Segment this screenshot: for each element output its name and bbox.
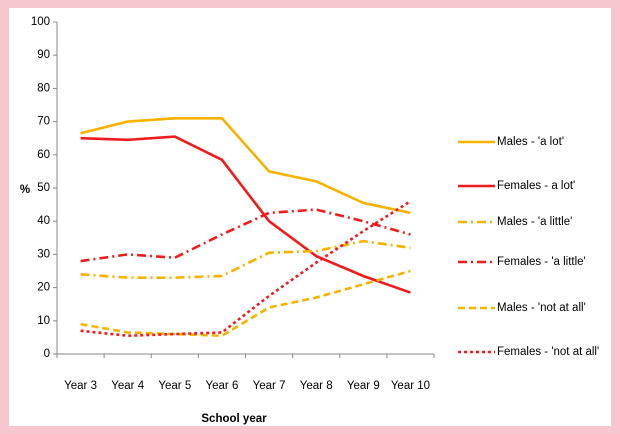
- legend-label: Males - 'a lot': [497, 136, 564, 148]
- y-tick-label: 50: [37, 182, 50, 194]
- x-tick-label: Year 8: [300, 380, 333, 392]
- x-tick-label: Year 5: [158, 380, 191, 392]
- y-tick-label: 10: [37, 315, 50, 327]
- y-tick-label: 100: [31, 16, 50, 28]
- x-tick-label: Year 9: [347, 380, 380, 392]
- series-line: [80, 208, 411, 263]
- y-tick-label: 90: [37, 49, 50, 61]
- y-tick-label: 80: [37, 82, 50, 94]
- series-line: [80, 269, 411, 338]
- x-tick-label: Year 4: [111, 380, 144, 392]
- series-line: [80, 135, 411, 294]
- y-tick-label: 0: [44, 348, 50, 360]
- y-tick-label: 30: [37, 248, 50, 260]
- y-axis-label: %: [20, 184, 30, 196]
- series-line: [80, 200, 412, 338]
- x-axis-label: School year: [201, 413, 267, 425]
- legend-label: Males - 'not at all': [497, 302, 586, 314]
- legend-label: Females - 'a little': [497, 256, 586, 268]
- x-tick-label: Year 7: [253, 380, 286, 392]
- x-tick-label: Year 10: [391, 380, 430, 392]
- legend-label: Females - 'not at all': [497, 346, 599, 358]
- y-tick-label: 40: [37, 215, 50, 227]
- chart-area: [9, 8, 611, 426]
- legend-label: Males - 'a little': [497, 216, 572, 228]
- y-tick-label: 60: [37, 149, 50, 161]
- x-tick-label: Year 3: [64, 380, 97, 392]
- legend-label: Females - a lot': [497, 180, 575, 192]
- x-tick-label: Year 6: [206, 380, 239, 392]
- y-tick-label: 70: [37, 116, 50, 128]
- y-tick-label: 20: [37, 282, 50, 294]
- series-line: [80, 116, 411, 215]
